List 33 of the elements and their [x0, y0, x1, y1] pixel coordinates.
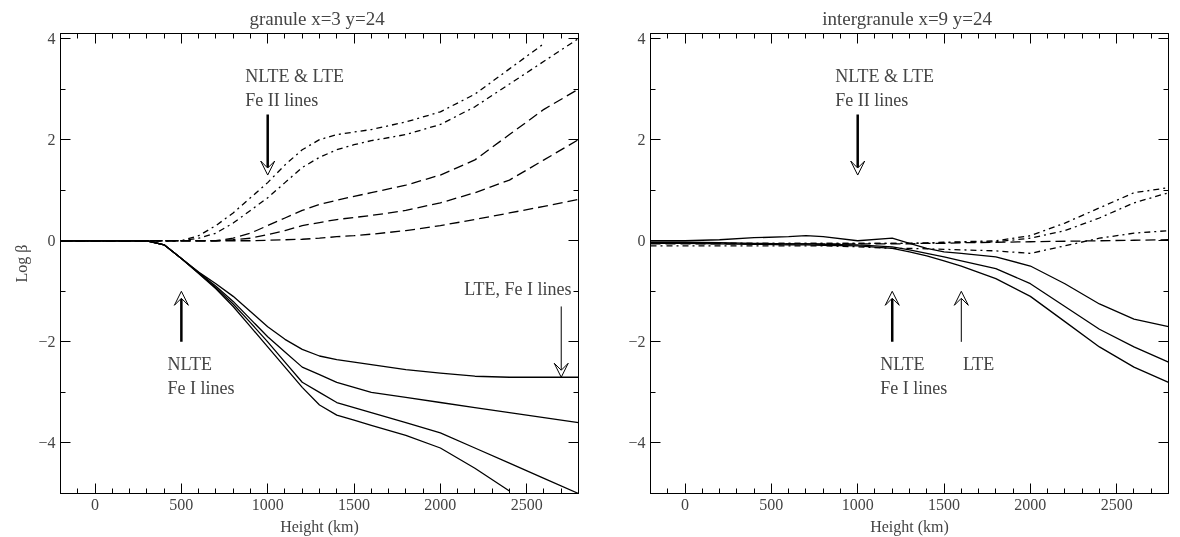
y-tick-label: 0 [637, 232, 646, 250]
y-tick-label: 2 [47, 131, 56, 149]
x-tick-label: 1500 [338, 495, 371, 513]
y-tick-label: −2 [628, 333, 646, 351]
y-tick-label: 2 [637, 131, 646, 149]
chart-title: granule x=3 y=24 [249, 7, 386, 29]
x-tick-label: 1000 [841, 495, 874, 513]
x-tick-label: 500 [759, 495, 784, 513]
y-axis-title: Log β [13, 244, 32, 283]
y-tick-label: 4 [47, 30, 56, 48]
annotation: NLTE Fe I lines [880, 354, 948, 399]
x-tick-label: 0 [681, 495, 690, 513]
x-tick-label: 2500 [1100, 495, 1133, 513]
x-tick-label: 2000 [424, 495, 457, 513]
x-tick-label: 500 [169, 495, 194, 513]
annotation: LTE, Fe I lines [464, 278, 572, 299]
x-tick-label: 0 [91, 495, 100, 513]
y-tick-label: 0 [47, 232, 56, 250]
x-tick-label: 2500 [510, 495, 543, 513]
x-axis-title: Height (km) [870, 517, 949, 536]
x-tick-label: 2000 [1014, 495, 1047, 513]
x-tick-label: 1500 [928, 495, 961, 513]
annotation: NLTE & LTE Fe II lines [245, 66, 344, 111]
x-tick-label: 1000 [251, 495, 284, 513]
x-axis-title: Height (km) [280, 517, 359, 536]
y-tick-label: 4 [637, 30, 646, 48]
y-tick-label: −2 [38, 333, 56, 351]
chart-title: intergranule x=9 y=24 [822, 7, 993, 29]
y-tick-label: −4 [38, 434, 56, 452]
y-tick-label: −4 [628, 434, 646, 452]
annotation: NLTE Fe I lines [167, 354, 235, 399]
annotation: LTE [963, 354, 995, 375]
annotation: NLTE & LTE Fe II lines [835, 66, 934, 111]
